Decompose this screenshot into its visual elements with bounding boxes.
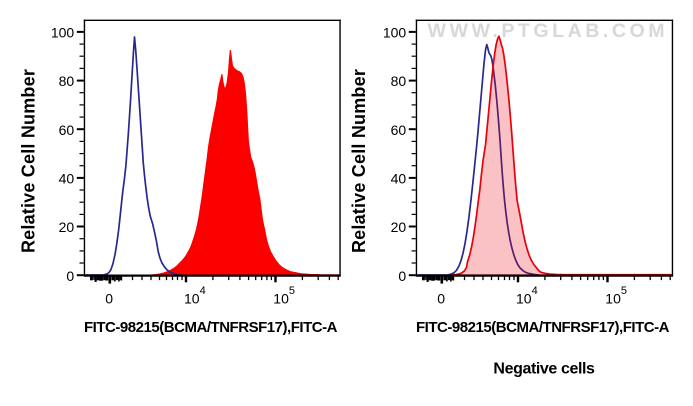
svg-text:FITC-98215(BCMA/TNFRSF17),FITC: FITC-98215(BCMA/TNFRSF17),FITC-A	[416, 319, 670, 336]
svg-text:100: 100	[383, 25, 407, 41]
svg-text:104: 104	[184, 285, 206, 307]
svg-text:60: 60	[59, 122, 75, 138]
svg-text:Relative Cell Number: Relative Cell Number	[19, 69, 39, 253]
svg-text:20: 20	[59, 219, 75, 235]
svg-text:0: 0	[66, 268, 74, 284]
svg-text:105: 105	[605, 285, 627, 307]
svg-text:FITC-98215(BCMA/TNFRSF17),FITC: FITC-98215(BCMA/TNFRSF17),FITC-A	[84, 319, 338, 336]
svg-text:Negative cells: Negative cells	[493, 360, 595, 377]
svg-text:100: 100	[51, 25, 75, 41]
svg-text:WWW.PTGLAB.COM: WWW.PTGLAB.COM	[428, 20, 669, 42]
svg-text:104: 104	[516, 285, 538, 307]
svg-text:80: 80	[59, 73, 75, 89]
svg-text:105: 105	[273, 285, 295, 307]
svg-text:WWW.PTGLAB.COM: WWW.PTGLAB.COM	[429, 21, 670, 43]
svg-text:80: 80	[391, 73, 407, 89]
svg-text:20: 20	[391, 219, 407, 235]
svg-text:Relative Cell Number: Relative Cell Number	[349, 69, 369, 253]
svg-text:60: 60	[391, 122, 407, 138]
svg-text:40: 40	[59, 171, 75, 187]
svg-text:0: 0	[105, 291, 113, 307]
svg-text:0: 0	[398, 268, 406, 284]
svg-text:0: 0	[437, 291, 445, 307]
svg-text:40: 40	[391, 171, 407, 187]
